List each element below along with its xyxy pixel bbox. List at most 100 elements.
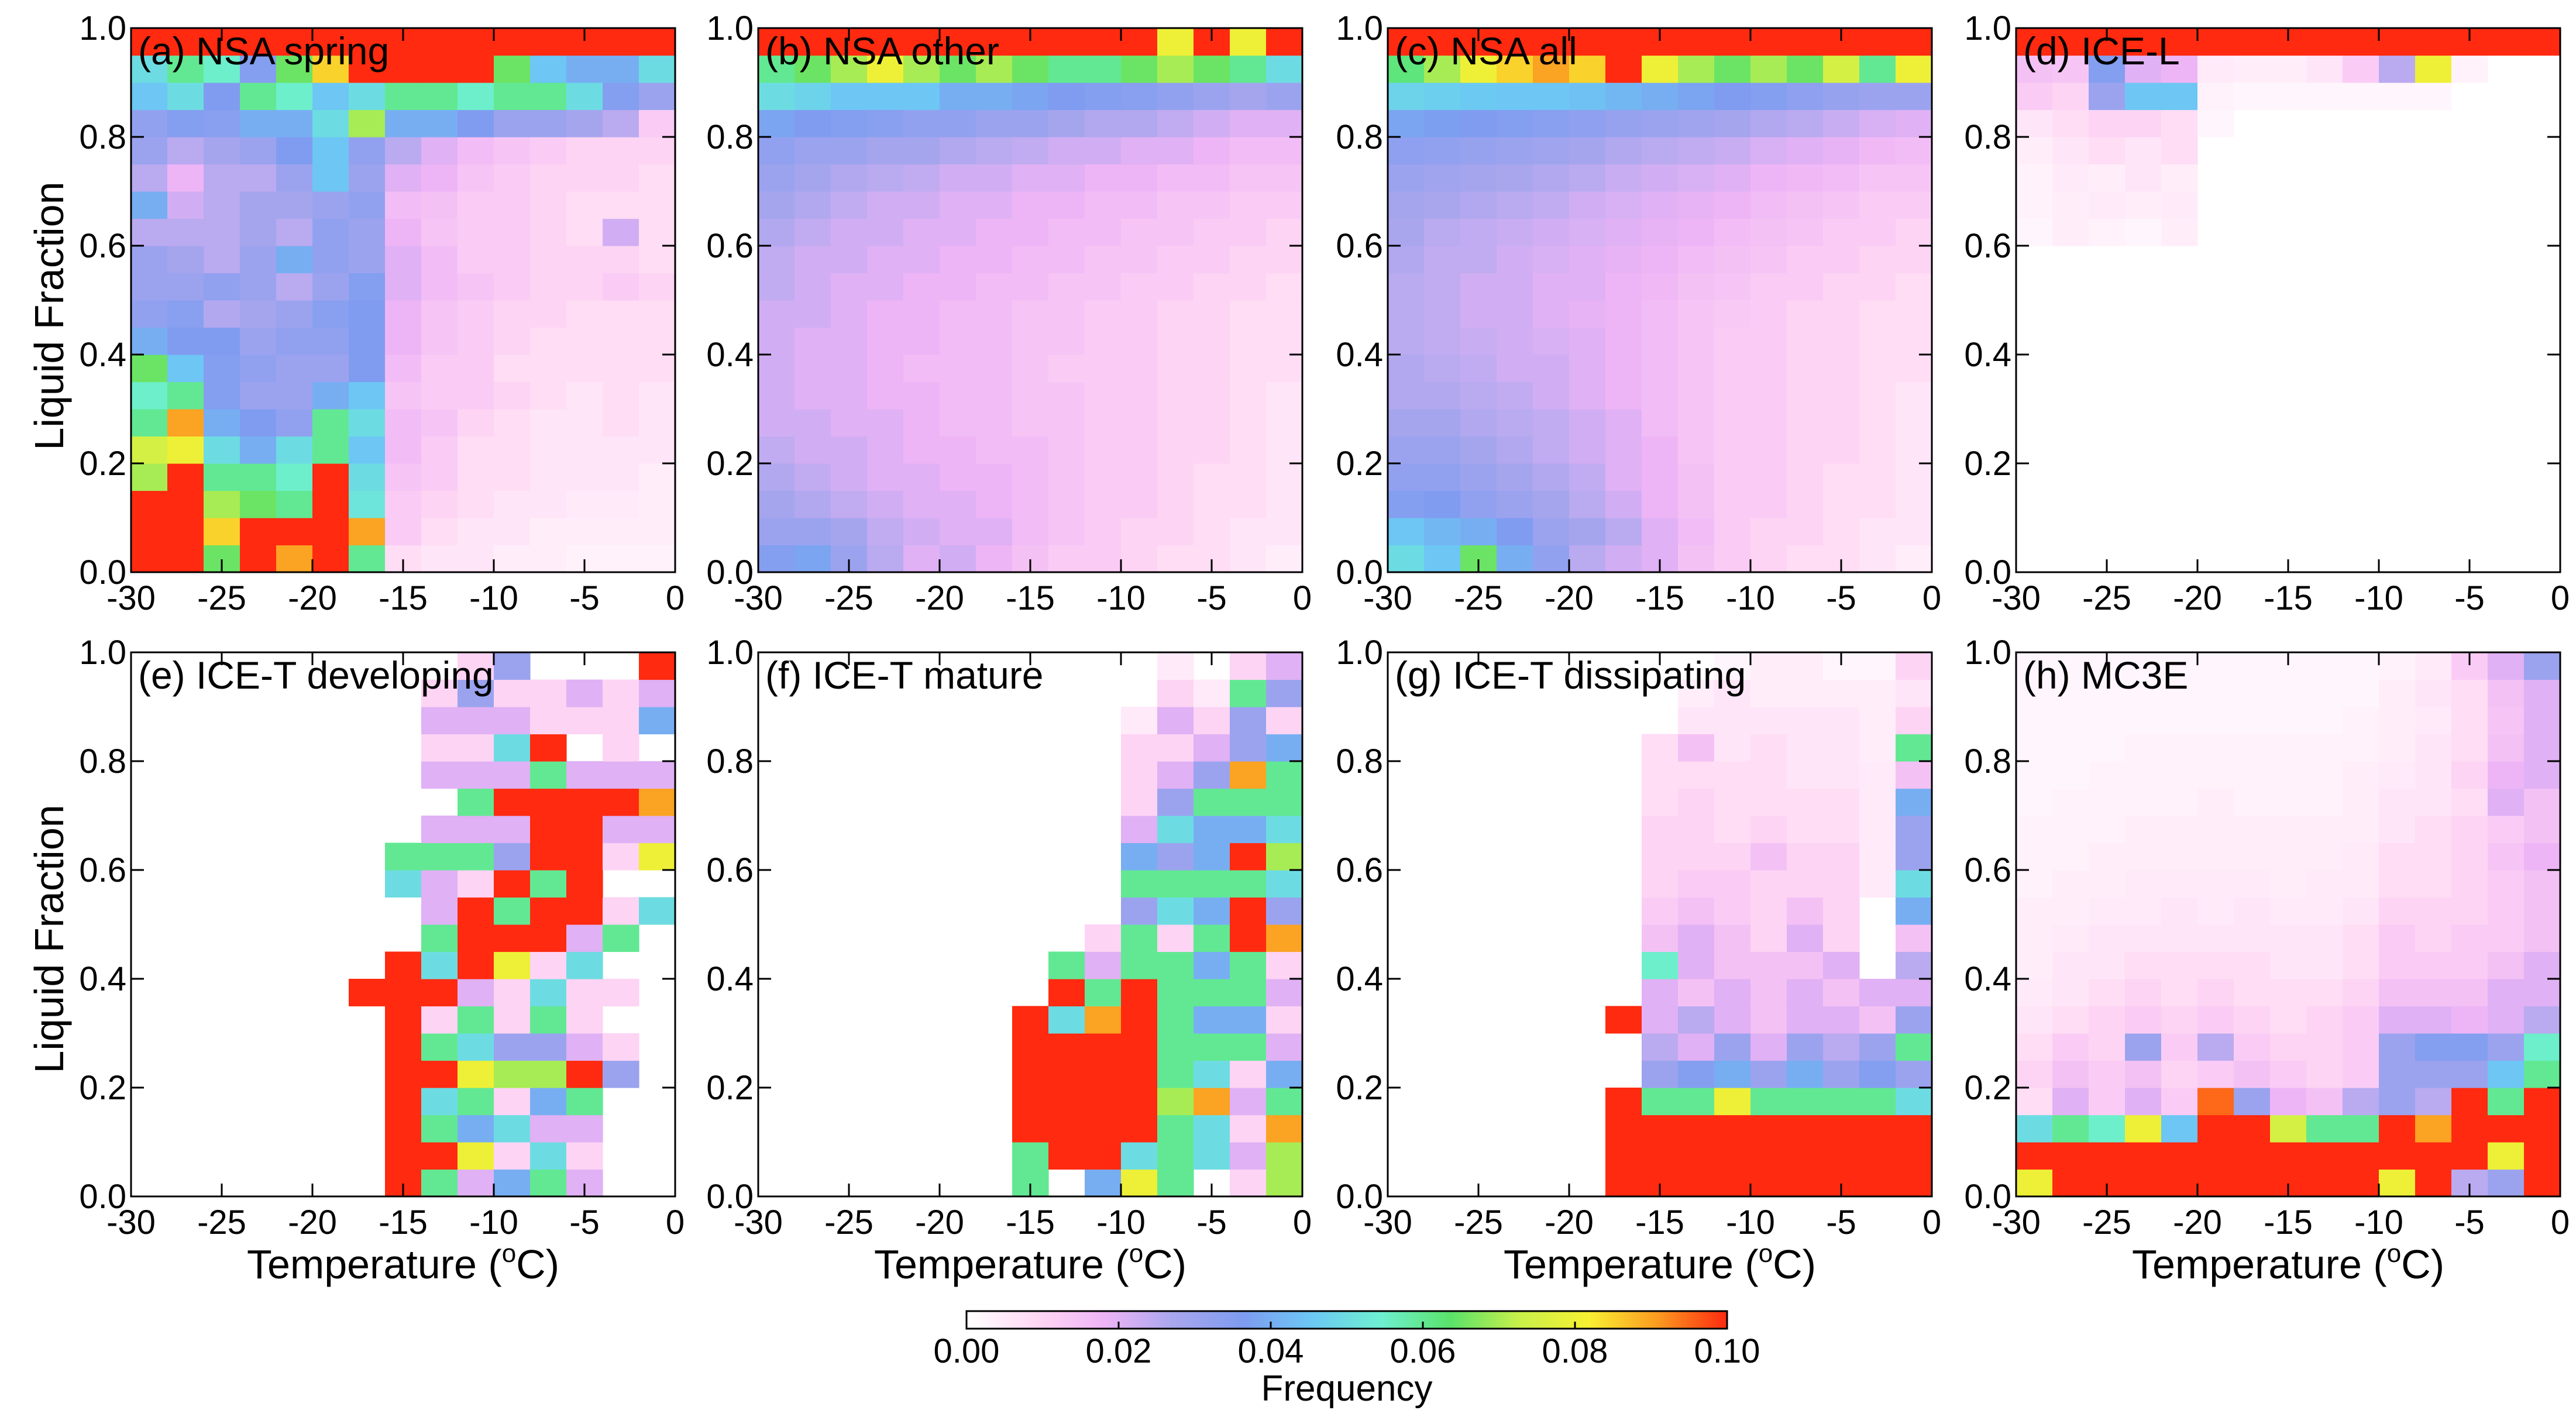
panel-h: 0.00.20.40.60.81.0-30 -25 -20 -15 -10 -5 0(h) … xyxy=(1964,634,2570,1287)
heatmap-cell xyxy=(566,109,603,137)
heatmap-cell xyxy=(2379,1115,2416,1143)
y-tick-label: 0.0 xyxy=(706,553,754,591)
heatmap-cell xyxy=(2488,734,2525,762)
heatmap-cell xyxy=(1605,164,1642,192)
heatmap-cell xyxy=(421,1142,458,1170)
heatmap-cell xyxy=(566,707,603,735)
heatmap-cell xyxy=(167,518,204,546)
heatmap-cell xyxy=(1194,816,1230,844)
x-tick-label: -5 xyxy=(1196,579,1227,617)
heatmap-cell xyxy=(1388,246,1425,274)
heatmap-cell xyxy=(494,734,531,762)
heatmap-cell xyxy=(1157,816,1194,844)
heatmap-cell xyxy=(240,518,277,546)
heatmap-cell xyxy=(1750,870,1787,898)
heatmap-cell xyxy=(1048,1088,1085,1116)
heatmap-cell xyxy=(494,381,531,410)
heatmap-cell xyxy=(1787,28,1824,56)
heatmap-cell xyxy=(2197,1115,2234,1143)
heatmap-cell xyxy=(240,28,277,56)
heatmap-cell xyxy=(1678,1115,1715,1143)
heatmap-cell xyxy=(458,273,494,301)
heatmap-cell xyxy=(312,246,349,274)
heatmap-cell xyxy=(276,273,313,301)
heatmap-cell xyxy=(2197,924,2234,952)
heatmap-cell xyxy=(2161,28,2198,56)
heatmap-cell xyxy=(2197,652,2234,680)
heatmap-cell xyxy=(1157,246,1194,274)
heatmap-cell xyxy=(1121,436,1158,464)
heatmap-cell xyxy=(1787,1060,1824,1088)
x-tick-label: -25 xyxy=(1454,579,1503,617)
heatmap-cell xyxy=(385,109,422,137)
heatmap-cell xyxy=(385,355,422,383)
heatmap-cell xyxy=(530,979,567,1007)
heatmap-cell xyxy=(167,28,204,56)
heatmap-cell xyxy=(1569,518,1606,546)
heatmap-cell xyxy=(1859,28,1896,56)
heatmap-cell xyxy=(1787,436,1824,464)
heatmap-cell xyxy=(494,164,531,192)
x-tick-label: -10 xyxy=(469,579,518,617)
heatmap-cell xyxy=(1750,816,1787,844)
heatmap-cell xyxy=(2415,816,2452,844)
heatmap-cell xyxy=(1896,409,1932,437)
heatmap-cell xyxy=(1859,300,1896,328)
heatmap-cell xyxy=(2089,734,2126,762)
heatmap-cell xyxy=(566,218,603,246)
heatmap-cell xyxy=(795,137,831,165)
heatmap-cell xyxy=(940,545,976,573)
heatmap-cell xyxy=(2306,707,2343,735)
heatmap-cell xyxy=(1642,1060,1679,1088)
heatmap-cell xyxy=(204,191,240,219)
heatmap-cell xyxy=(2089,951,2126,979)
heatmap-cell xyxy=(1714,1169,1751,1197)
heatmap-cell xyxy=(2234,1115,2271,1143)
heatmap-cell xyxy=(2306,1088,2343,1116)
heatmap-cell xyxy=(1497,518,1533,546)
heatmap-cell xyxy=(1896,273,1932,301)
heatmap-cell xyxy=(1157,870,1194,898)
heatmap-cell xyxy=(1896,951,1932,979)
heatmap-cell xyxy=(458,463,494,491)
heatmap-cell xyxy=(566,788,603,816)
heatmap-cell xyxy=(603,707,639,735)
heatmap-cell xyxy=(1823,897,1860,925)
heatmap-cell xyxy=(204,381,240,410)
heatmap-cell xyxy=(276,436,313,464)
heatmap-cell xyxy=(1121,55,1158,83)
heatmap-cell xyxy=(1085,273,1122,301)
heatmap-cell xyxy=(639,109,676,137)
heatmap-cell xyxy=(530,300,567,328)
heatmap-cell xyxy=(1266,55,1303,83)
heatmap-cell xyxy=(903,137,940,165)
y-tick-label: 0.2 xyxy=(79,1069,126,1107)
heatmap-cell xyxy=(2379,734,2416,762)
heatmap-cell xyxy=(2379,897,2416,925)
heatmap-cell xyxy=(1266,1006,1303,1034)
heatmap-cell xyxy=(2161,82,2198,111)
heatmap-cell xyxy=(1823,355,1860,383)
heatmap-cell xyxy=(1230,761,1267,789)
heatmap-cell xyxy=(603,679,639,707)
heatmap-cell xyxy=(421,545,458,573)
heatmap-cell xyxy=(1157,409,1194,437)
heatmap-cell xyxy=(530,679,567,707)
x-axis-label: Temperature (oC) xyxy=(1504,1239,1816,1287)
x-tick-label: -25 xyxy=(824,1203,873,1241)
heatmap-cell xyxy=(2234,1033,2271,1061)
heatmap-cell xyxy=(1714,545,1751,573)
heatmap-cell xyxy=(494,788,531,816)
x-tick-label: -30 xyxy=(106,579,156,617)
heatmap-cell xyxy=(1642,979,1679,1007)
heatmap-cell xyxy=(1230,436,1267,464)
heatmap-cell xyxy=(1194,164,1230,192)
heatmap-cell xyxy=(2234,842,2271,871)
heatmap-cell xyxy=(1085,1060,1122,1088)
heatmap-cell xyxy=(1714,109,1751,137)
heatmap-cell xyxy=(1896,300,1932,328)
heatmap-cell xyxy=(312,381,349,410)
heatmap-cell xyxy=(240,409,277,437)
x-tick-label: 0 xyxy=(666,579,685,617)
heatmap-cell xyxy=(2524,1060,2561,1088)
